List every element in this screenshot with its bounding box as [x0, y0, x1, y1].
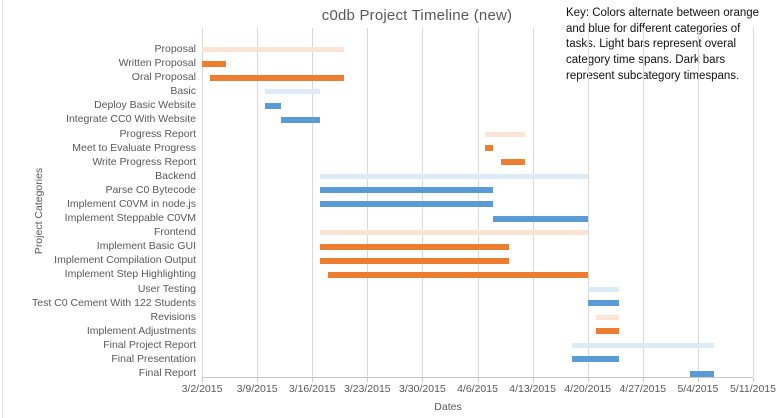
gantt-bar — [320, 201, 494, 208]
gantt-bar — [485, 145, 494, 152]
x-axis-tick — [753, 378, 754, 382]
x-tick-label: 5/11/2015 — [730, 383, 776, 395]
gridline — [532, 28, 534, 377]
x-tick-label: 4/13/2015 — [509, 383, 556, 395]
x-tick-label: 3/30/2015 — [399, 383, 446, 395]
x-axis-tick — [532, 378, 534, 382]
x-axis-tick — [697, 378, 699, 382]
plot-area — [202, 28, 754, 378]
x-axis-tick — [257, 378, 259, 382]
gantt-bar — [209, 74, 344, 81]
gantt-bar — [320, 230, 588, 236]
category-label: Revisions — [150, 310, 196, 323]
gantt-bar — [264, 102, 281, 109]
x-axis-tick — [477, 378, 479, 382]
x-axis-tick — [312, 378, 314, 382]
legend-key-note: Key: Colors alternate between orange and… — [566, 7, 760, 82]
gantt-bar — [320, 243, 509, 250]
category-label: Implement Step Highlighting — [64, 268, 196, 281]
category-label: Test C0 Cement With 122 Students — [32, 296, 196, 309]
category-label: Written Proposal — [118, 57, 196, 70]
category-label: Parse C0 Bytecode — [105, 183, 196, 196]
category-label: Frontend — [153, 226, 196, 239]
category-label: User Testing — [137, 282, 196, 295]
category-label: Proposal — [154, 43, 196, 55]
category-label: Implement Steppable C0VM — [64, 212, 196, 225]
gantt-bar — [595, 328, 620, 335]
gantt-bar — [587, 286, 620, 292]
gridline — [257, 28, 259, 377]
gantt-bar — [595, 314, 620, 320]
gantt-bar — [202, 47, 344, 52]
gantt-bar — [264, 89, 321, 95]
gantt-bar — [327, 271, 588, 278]
category-label: Implement Basic GUI — [96, 240, 196, 253]
x-tick-label: 4/20/2015 — [564, 383, 612, 395]
category-label: Basic — [170, 85, 196, 98]
gantt-bar — [690, 370, 714, 377]
chart-title: c0db Project Timeline (new) — [321, 7, 513, 24]
gridline — [587, 28, 589, 377]
category-label: Final Report — [138, 367, 196, 380]
x-axis-tick — [367, 378, 369, 382]
x-tick-label: 3/2/2015 — [181, 383, 223, 395]
x-axis-tick — [422, 378, 424, 382]
category-label: Write Progress Report — [92, 155, 196, 168]
category-label: Final Presentation — [111, 352, 196, 365]
category-label: Final Project Report — [103, 338, 196, 351]
gantt-bar — [202, 60, 226, 67]
category-label: Deploy Basic Website — [94, 99, 196, 112]
gantt-bar — [485, 131, 525, 137]
gantt-bar — [320, 187, 494, 194]
category-label: Backend — [155, 169, 196, 182]
chart-border-left — [2, 0, 3, 418]
gridline — [753, 28, 754, 377]
gantt-bar — [320, 173, 588, 179]
gantt-bar — [587, 300, 620, 307]
category-label: Integrate CC0 With Website — [66, 113, 196, 126]
gridline — [697, 28, 699, 377]
gridline — [202, 28, 203, 377]
x-axis-tick — [642, 378, 644, 382]
category-label: Progress Report — [119, 127, 196, 140]
category-label: Implement Compilation Output — [54, 254, 196, 267]
gantt-bar — [280, 116, 321, 123]
gridline — [642, 28, 644, 377]
x-tick-label: 4/6/2015 — [457, 383, 498, 395]
gantt-bar — [571, 356, 620, 363]
category-label: Oral Proposal — [131, 71, 196, 84]
gantt-bar — [493, 215, 588, 222]
x-tick-label: 4/27/2015 — [619, 383, 667, 395]
x-axis-tick — [202, 378, 203, 382]
x-tick-label: 5/4/2015 — [677, 383, 719, 395]
gantt-bar — [571, 342, 714, 348]
category-label: Implement C0VM in node.js — [67, 197, 196, 210]
x-tick-label: 3/23/2015 — [343, 383, 391, 395]
category-label: Meet to Evaluate Progress — [72, 141, 196, 154]
x-axis-tick — [587, 378, 589, 382]
category-label: Implement Adjustments — [86, 324, 196, 337]
x-tick-label: 3/9/2015 — [236, 383, 278, 395]
gantt-bar — [320, 257, 509, 264]
x-axis-title: Dates — [434, 401, 462, 413]
gridline — [312, 28, 314, 377]
x-tick-label: 3/16/2015 — [288, 383, 336, 395]
gantt-bar — [501, 159, 525, 166]
